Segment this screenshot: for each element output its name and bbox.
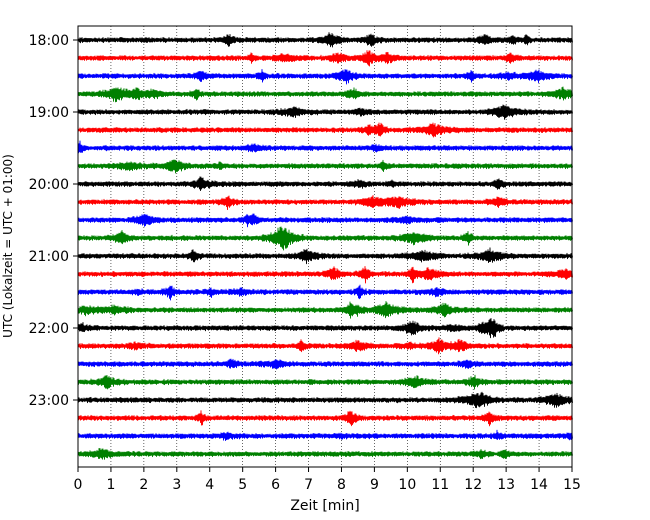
trace-line xyxy=(77,317,573,339)
x-tick-label: 2 xyxy=(139,477,148,493)
plot-frame xyxy=(77,25,573,468)
trace-line xyxy=(77,410,573,427)
trace-line xyxy=(77,104,573,120)
y-tick-label: 23:00 xyxy=(29,393,69,409)
y-tick-label: 20:00 xyxy=(29,177,69,193)
seismic-traces xyxy=(77,32,573,460)
trace-line xyxy=(77,122,573,138)
trace-line xyxy=(77,226,573,251)
x-tick-label: 5 xyxy=(238,477,247,493)
y-tick-label: 19:00 xyxy=(29,105,69,121)
trace-line xyxy=(77,447,573,460)
x-tick-label: 8 xyxy=(337,477,346,493)
trace-line xyxy=(77,247,573,265)
trace-line xyxy=(77,140,573,154)
y-tick-label: 21:00 xyxy=(29,249,69,265)
y-axis-title: UTC (Lokalzeit = UTC + 01:00) xyxy=(1,154,15,338)
x-tick-label: 10 xyxy=(398,477,416,493)
y-tick-label: 18:00 xyxy=(29,33,69,49)
x-tick-label: 11 xyxy=(431,477,449,493)
x-tick-label: 7 xyxy=(304,477,313,493)
trace-line xyxy=(77,337,573,355)
y-axis: 18:00 19:00 20:00 21:00 22:00 23:00 xyxy=(29,33,78,409)
trace-line xyxy=(77,213,573,228)
x-tick-label: 15 xyxy=(563,477,581,493)
x-tick-label: 3 xyxy=(172,477,181,493)
trace-line xyxy=(77,374,573,390)
trace-line xyxy=(77,50,573,67)
trace-line xyxy=(77,429,573,442)
x-tick-label: 4 xyxy=(205,477,214,493)
trace-line xyxy=(77,391,573,409)
y-tick-label: 22:00 xyxy=(29,321,69,337)
x-tick-label: 9 xyxy=(370,477,379,493)
trace-line xyxy=(77,68,573,85)
trace-line xyxy=(77,284,573,301)
x-tick-label: 1 xyxy=(106,477,115,493)
x-axis-title: Zeit [min] xyxy=(290,498,359,514)
x-tick-label: 0 xyxy=(74,477,83,493)
x-axis: 0 1 2 3 4 5 6 7 8 9 10 11 12 13 14 15 xyxy=(74,467,581,493)
x-tick-label: 12 xyxy=(464,477,482,493)
x-tick-label: 14 xyxy=(530,477,548,493)
trace-line xyxy=(77,195,573,211)
trace-line xyxy=(77,176,573,192)
trace-line xyxy=(77,301,573,319)
trace-line xyxy=(77,358,573,370)
x-tick-label: 13 xyxy=(497,477,515,493)
trace-line xyxy=(77,86,573,103)
trace-line xyxy=(77,159,573,174)
trace-line xyxy=(77,32,573,48)
trace-line xyxy=(77,266,573,284)
x-tick-label: 6 xyxy=(271,477,280,493)
